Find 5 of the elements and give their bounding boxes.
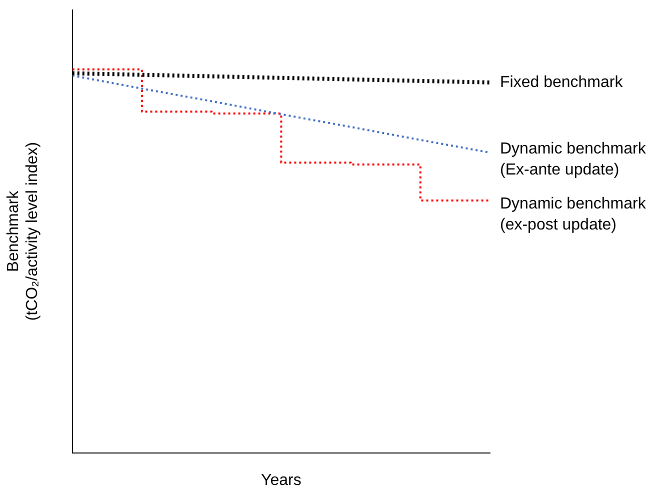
y-axis-title: Benchmark (tCO₂/activity level index): [5, 142, 42, 321]
series-label: Dynamic benchmark (ex-post update): [500, 195, 647, 234]
series-label: Dynamic benchmark (Ex-ante update): [500, 140, 647, 179]
series-label: Fixed benchmark: [500, 74, 624, 91]
x-axis-title: Years: [261, 472, 302, 489]
